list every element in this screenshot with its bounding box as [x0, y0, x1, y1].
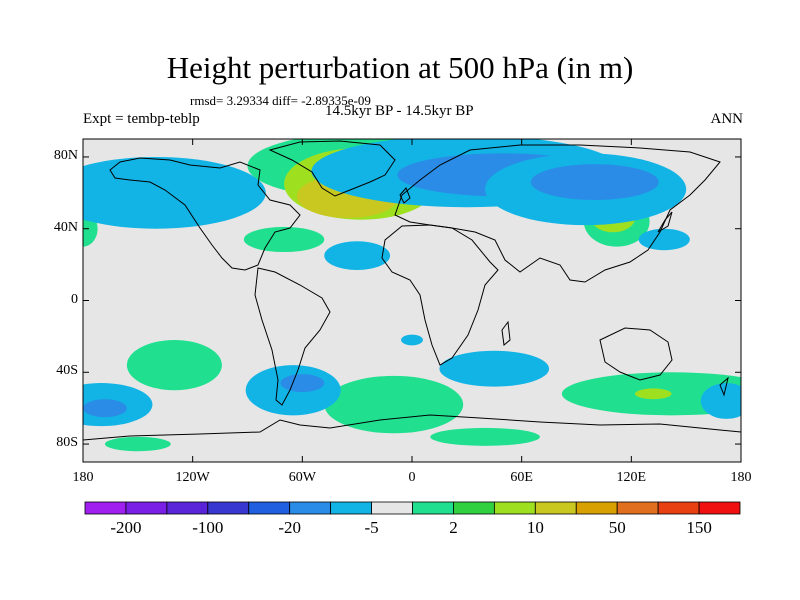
coastline-eurasia [394, 144, 721, 283]
colorbar-cells [84, 501, 741, 515]
field-region-southern-ocean-indian-10 [634, 388, 672, 400]
field-region-south-indian-24 [439, 350, 550, 387]
field-region-tasman-25 [700, 383, 741, 419]
coastline-south-america [254, 267, 331, 406]
field-region-south-atlantic-small-26 [401, 334, 423, 346]
y-tick-label: 80N [53, 147, 78, 163]
colorbar-cell-9 [453, 501, 495, 515]
field-region-antarctic-coast-12 [430, 427, 540, 446]
field-layer [83, 139, 741, 452]
x-tick-label: 0 [408, 470, 416, 485]
colorbar-cell-2 [166, 501, 209, 515]
colorbar-label: 10 [526, 518, 544, 537]
x-tick-label: 60E [510, 470, 533, 485]
colorbar-cell-7 [371, 501, 413, 515]
x-tick-label: 120W [175, 470, 210, 485]
colorbar-cell-4 [248, 501, 291, 515]
colorbar-cell-0 [84, 501, 127, 515]
coastline-madagascar [501, 320, 511, 346]
x-tick-label: 180 [72, 470, 94, 485]
colorbar-label: -20 [278, 518, 302, 537]
chart-title: Height perturbation at 500 hPa (in m) [166, 50, 634, 85]
colorbar-label: 150 [686, 518, 712, 537]
field-region-north-pacific-17 [83, 156, 266, 229]
colorbar-cell-1 [125, 501, 168, 515]
colorbar-cell-15 [698, 501, 741, 515]
colorbar-cell-13 [616, 501, 659, 515]
season-label: ANN [710, 111, 744, 127]
tick-marks [82, 139, 742, 462]
y-tick-label: 40N [53, 219, 78, 235]
experiment-label: Expt = tembp-teblp [83, 111, 200, 127]
colorbar-cell-10 [493, 501, 536, 515]
field-region-siberia-16 [530, 164, 659, 201]
coastline-australia [599, 327, 673, 381]
colorbar-label: 50 [608, 518, 626, 537]
coastline-north-america [109, 157, 301, 271]
colorbar-cell-5 [289, 501, 332, 515]
colorbar-cell-8 [412, 501, 454, 515]
period-label: 14.5kyr BP - 14.5kyr BP [325, 103, 474, 119]
stats-line: rmsd= 3.29334 diff= -2.89335e-09 [190, 93, 371, 108]
colorbar-cell-11 [534, 501, 577, 515]
colorbar-label: 2 [449, 518, 458, 537]
coastline-greenland [268, 140, 396, 197]
coastline-uk [399, 187, 411, 204]
colorbar-label: -200 [110, 518, 142, 537]
field-region-south-pacific-7 [126, 339, 222, 391]
coastline-new-zealand [719, 376, 729, 397]
x-tick-label: 120E [616, 470, 647, 485]
field-region-south-pacific-west-21 [83, 399, 127, 418]
coastline-antarctica [83, 414, 741, 441]
x-tick-label: 60W [288, 470, 316, 485]
colorbar-cell-14 [657, 501, 700, 515]
colorbar-label: -100 [192, 518, 224, 537]
field-region-north-atlantic-west-5 [243, 226, 325, 253]
coastline-japan [657, 211, 673, 233]
y-tick-label: 40S [56, 363, 78, 379]
y-tick-label: 80S [56, 435, 78, 451]
colorbar-cell-12 [575, 501, 618, 515]
coastline-layer [83, 140, 741, 441]
x-tick-label: 180 [730, 470, 752, 485]
colorbar-cell-6 [330, 501, 372, 515]
colorbar-label: -5 [364, 518, 379, 537]
y-tick-label: 0 [71, 291, 78, 307]
field-region-south-atlantic-8 [324, 375, 464, 434]
field-region-antarctic-coast-11 [104, 436, 171, 452]
colorbar-cell-3 [207, 501, 250, 515]
field-region-north-atlantic-subtropics-18 [324, 241, 391, 270]
